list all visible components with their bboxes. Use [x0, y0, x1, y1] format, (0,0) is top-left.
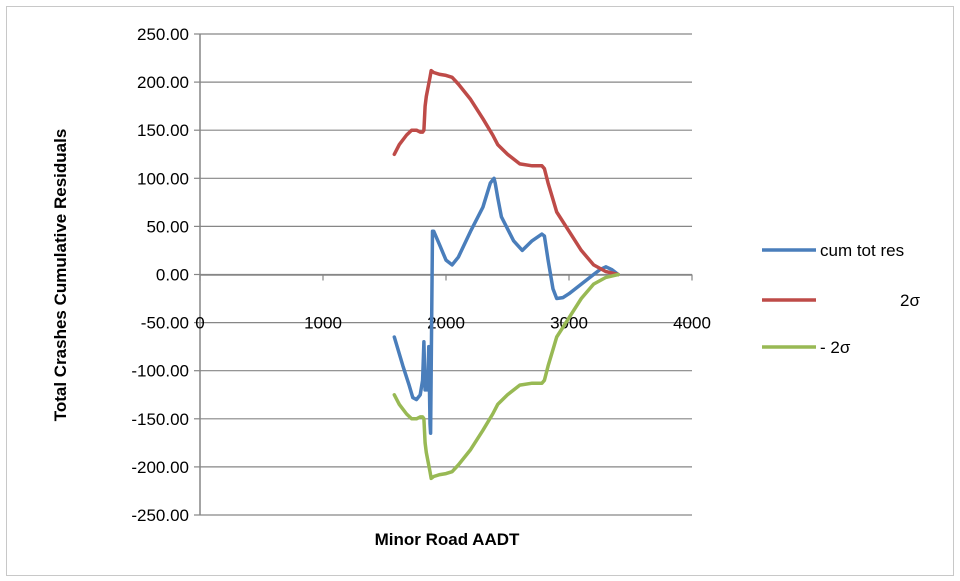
x-tick-label: 1000: [304, 314, 342, 333]
chart-frame: [6, 6, 954, 576]
y-tick-label: -200.00: [131, 458, 189, 477]
gridlines: [194, 33, 692, 516]
y-tick-label: 150.00: [137, 121, 189, 140]
series-line-0: [392, 176, 620, 435]
x-tick-label: 2000: [427, 314, 465, 333]
y-tick-label: -50.00: [141, 314, 189, 333]
y-tick-label: -100.00: [131, 362, 189, 381]
y-tick-label: -250.00: [131, 506, 189, 525]
x-tick-label: 0: [195, 314, 204, 333]
y-tick-label: 50.00: [146, 217, 189, 236]
y-tick-label: 100.00: [137, 169, 189, 188]
y-tick-label: 250.00: [137, 25, 189, 44]
series-line-2: [392, 272, 620, 481]
legend-label-1: 2σ: [900, 291, 920, 310]
x-tick-marks: [199, 274, 693, 281]
x-tick-label: 4000: [673, 314, 711, 333]
legend: cum tot res 2σ - 2σ: [762, 241, 920, 357]
series-line-1: [392, 68, 620, 277]
series-lines: [392, 68, 620, 481]
y-tick-labels: 250.00 200.00 150.00 100.00 50.00 0.00 -50.00 -…: [131, 25, 189, 525]
x-tick-labels: 0 1000 2000 3000 4000: [195, 314, 711, 333]
legend-label-0: cum tot res: [820, 241, 904, 260]
y-tick-label: -150.00: [131, 410, 189, 429]
y-tick-label: 0.00: [156, 266, 189, 285]
y-tick-label: 200.00: [137, 73, 189, 92]
y-axis-title: Total Crashes Cumulative Residuals: [51, 129, 70, 422]
x-tick-label: 3000: [550, 314, 588, 333]
x-axis-title: Minor Road AADT: [375, 530, 520, 549]
legend-label-2: - 2σ: [820, 338, 851, 357]
